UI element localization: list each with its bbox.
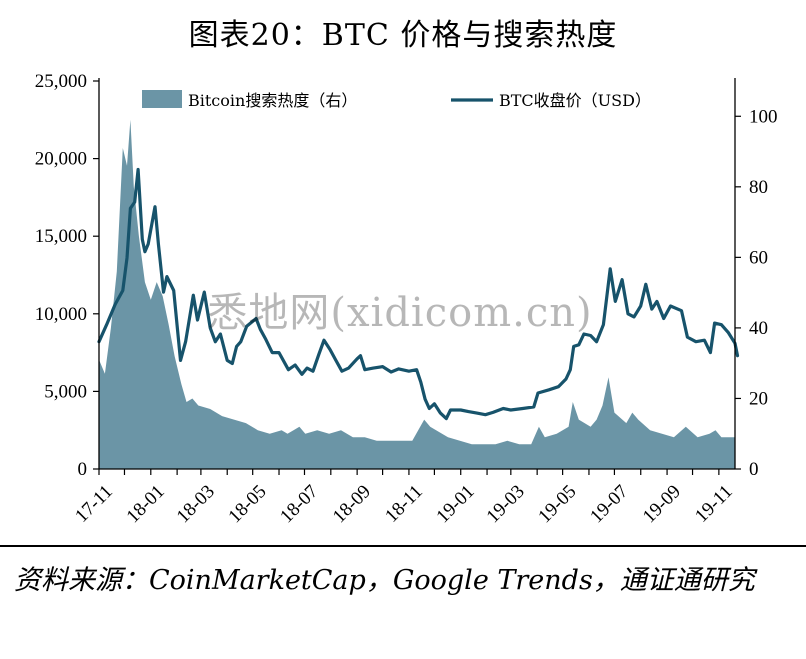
x-tick-label: 17-11	[71, 481, 117, 527]
right-tick-label: 100	[749, 106, 778, 127]
watermark-text: 悉地网(xidicom.cn)	[207, 290, 592, 336]
left-tick-label: 0	[78, 459, 88, 480]
legend: Bitcoin搜索热度（右） BTC收盘价（USD）	[142, 90, 651, 110]
btc-price-line	[97, 167, 740, 421]
btc-price-search-chart: 0 5,000 10,000 15,000 20,000 25,000 0 20 40 60 80 1…	[35, 71, 778, 527]
chart-title: 图表20：BTC 价格与搜索热度	[188, 18, 618, 53]
x-tick-label: 19-11	[691, 481, 737, 527]
x-tick-label: 18-09	[329, 481, 375, 527]
left-tick-label: 5,000	[44, 381, 87, 402]
source-note: 资料来源：CoinMarketCap，Google Trends，通证通研究	[14, 565, 755, 596]
x-tick-label: 18-11	[381, 481, 427, 527]
source-divider	[0, 545, 806, 547]
x-tick-label: 19-01	[432, 481, 478, 527]
search-heat-area-layer	[99, 119, 735, 470]
x-tick-label: 19-03	[483, 481, 529, 527]
x-tick-label: 19-07	[586, 481, 632, 527]
legend-label-search-heat: Bitcoin搜索热度（右）	[188, 91, 357, 110]
search-heat-area	[99, 119, 735, 470]
legend-label-btc-price: BTC收盘价（USD）	[499, 91, 651, 110]
right-tick-label: 0	[749, 459, 759, 480]
legend-swatch-area	[142, 90, 182, 108]
x-tick-label: 18-05	[224, 481, 270, 527]
left-tick-label: 15,000	[35, 226, 87, 247]
x-tick-label: 18-03	[173, 481, 219, 527]
left-tick-label: 25,000	[35, 71, 87, 92]
right-tick-label: 20	[749, 388, 768, 409]
right-tick-label: 80	[749, 177, 768, 198]
btc-price-line-layer	[97, 167, 740, 421]
x-tick-label: 19-05	[534, 481, 580, 527]
right-tick-label: 60	[749, 247, 768, 268]
right-tick-label: 40	[749, 318, 768, 339]
left-tick-label: 20,000	[35, 149, 87, 170]
x-tick-label: 18-01	[123, 481, 169, 527]
x-tick-label: 19-09	[639, 481, 685, 527]
left-tick-label: 10,000	[35, 304, 87, 325]
x-tick-label: 18-07	[276, 481, 322, 527]
